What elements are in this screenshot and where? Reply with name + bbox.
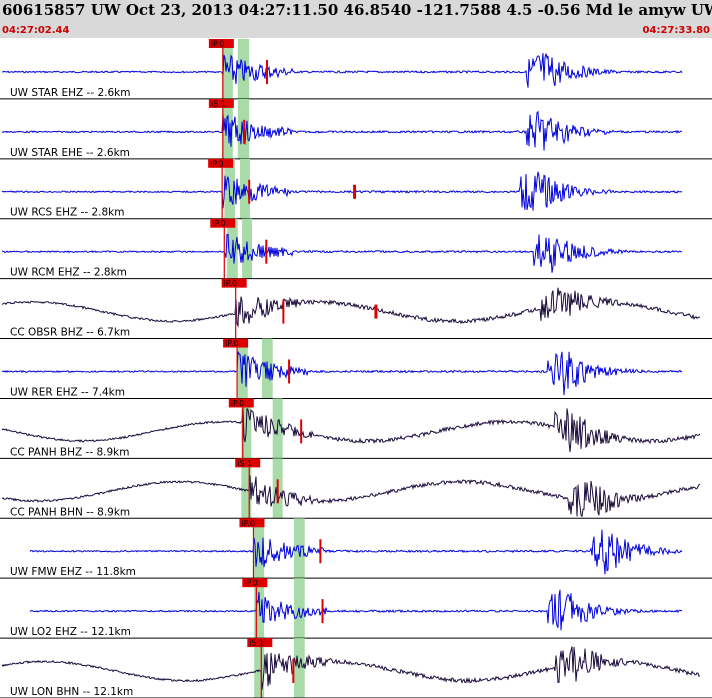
trace-label-1: UW STAR EHZ -- 2.6km — [10, 87, 130, 99]
pick-label-6: iP.0 — [225, 339, 238, 348]
pick-label-box-6 — [223, 338, 249, 348]
event-title: 60615857 UW Oct 23, 2013 04:27:11.50 46.… — [2, 1, 712, 19]
waveform-1 — [1, 53, 683, 88]
waveform-7 — [1, 407, 701, 453]
pick-label-2: iS 1 — [211, 99, 226, 108]
end-time-label: 04:27:33.80 — [643, 25, 711, 36]
pick-label-5: iP.0 — [224, 279, 237, 288]
pick-window-9-2 — [294, 518, 305, 579]
start-time-label: 04:27:02.44 — [2, 25, 70, 36]
trace-label-4: UW RCM EHZ -- 2.8km — [10, 267, 127, 279]
waveform-9 — [29, 529, 683, 575]
waveform-10 — [29, 589, 683, 631]
waveform-3 — [1, 171, 683, 211]
pick-label-box-11 — [247, 638, 273, 648]
trace-label-7: CC PANH BHZ -- 8.9km — [10, 446, 129, 458]
pick-label-1: iP.0 — [211, 40, 224, 49]
pick-label-box-1 — [208, 39, 234, 48]
trace-label-8: CC PANH BHN -- 8.9km — [10, 506, 130, 518]
trace-panels: iP.0 UW STAR EHZ -- 2.6km iS 1 UW STAR EHE … — [0, 39, 712, 698]
pick-label-box-7 — [228, 398, 254, 408]
waveform-4 — [1, 233, 683, 273]
pick-window-11-1 — [254, 638, 265, 698]
waveform-8 — [1, 475, 701, 518]
trace-label-9: UW FMW EHZ -- 11.8km — [10, 566, 136, 578]
waveform-11 — [1, 646, 701, 690]
trace-label-11: UW LON BHN -- 12.1km — [10, 686, 133, 698]
pick-label-8: iS 1 — [237, 459, 252, 468]
pick-window-8-1 — [241, 458, 252, 519]
pick-label-10: iP.0 — [244, 579, 257, 588]
pick-window-1-2 — [237, 39, 250, 99]
pick-label-box-3 — [208, 158, 234, 168]
pick-label-box-2 — [208, 98, 234, 108]
pick-label-3: iP.0 — [210, 159, 223, 168]
pick-label-box-5 — [221, 278, 247, 288]
trace-label-6: UW RER EHZ -- 7.4km — [10, 386, 125, 398]
trace-label-2: UW STAR EHE -- 2.6km — [10, 147, 130, 159]
trace-label-10: UW LO2 EHZ -- 12.1km — [10, 626, 131, 638]
pick-label-9: iP.0 — [241, 519, 254, 528]
pick-label-11: iS 1 — [249, 639, 264, 648]
pick-label-box-4 — [210, 218, 236, 228]
trace-label-5: CC OBSR BHZ -- 6.7km — [10, 327, 130, 339]
pick-label-7: iP.0 — [231, 399, 244, 408]
pick-window-1-1 — [222, 39, 233, 99]
pick-label-4: iP.0 — [212, 219, 225, 228]
header-bar — [0, 0, 712, 38]
pick-label-box-9 — [239, 518, 265, 528]
waveform-6 — [1, 351, 683, 396]
waveform-5 — [1, 287, 701, 328]
trace-label-3: UW RCS EHZ -- 2.8km — [10, 207, 125, 219]
pick-label-box-10 — [242, 578, 268, 588]
waveform-2 — [1, 110, 683, 151]
pick-window-2-1 — [222, 98, 233, 159]
pick-label-box-8 — [235, 458, 261, 468]
pick-window-3-2 — [239, 158, 250, 219]
